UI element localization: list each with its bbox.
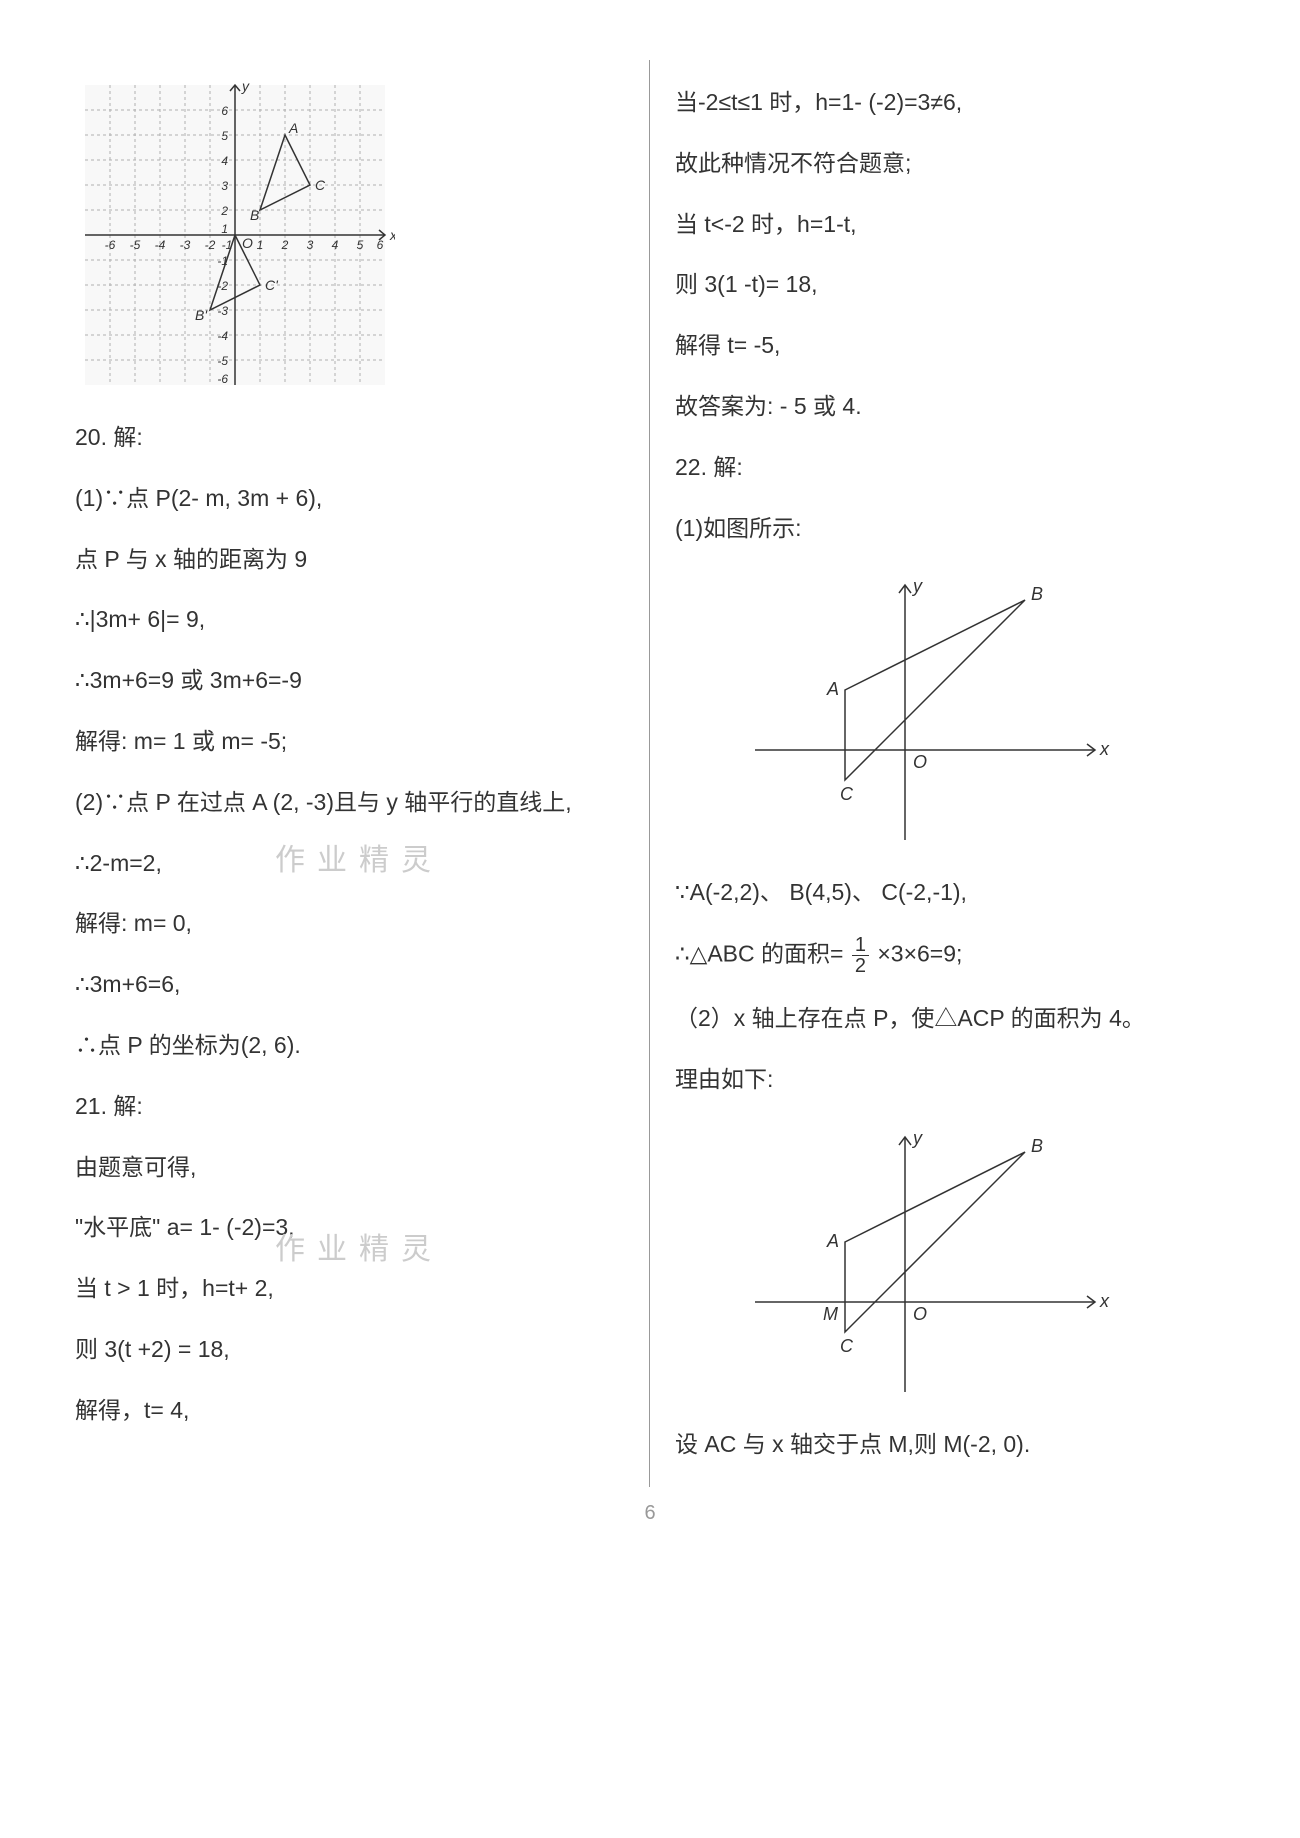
area-prefix: ∴△ABC 的面积= (675, 941, 850, 967)
right-line-b7: (1)如图所示: (675, 510, 1225, 547)
triangle-svg-2: A B C M O x y (735, 1122, 1115, 1402)
right-line-area: ∴△ABC 的面积= 1 2 ×3×6=9; (675, 935, 1225, 976)
page-number: 6 (50, 1502, 1250, 1525)
left-line-9: ∴3m+6=6, (75, 966, 624, 1003)
svg-text:-5: -5 (217, 354, 228, 368)
left-line-13: "水平底" a= 1- (-2)=3, (75, 1209, 624, 1246)
left-column: -6 -5 -4 -3 -2 -1 1 2 3 4 5 6 6 5 4 3 2 (50, 60, 650, 1487)
grid-svg: -6 -5 -4 -3 -2 -1 1 2 3 4 5 6 6 5 4 3 2 (75, 75, 395, 395)
left-line-4: ∴3m+6=9 或 3m+6=-9 (75, 662, 624, 699)
left-line-5: 解得: m= 1 或 m= -5; (75, 723, 624, 760)
fraction-half: 1 2 (852, 935, 869, 976)
origin-label: O (242, 235, 253, 251)
area-suffix: ×3×6=9; (877, 941, 962, 967)
svg-text:4: 4 (221, 154, 228, 168)
left-line-1: (1)∵点 P(2- m, 3m + 6), (75, 480, 624, 517)
figure-triangle-1: A B C O x y (735, 570, 1225, 850)
fig2-label-b: B (1031, 584, 1043, 604)
left-line-2: 点 P 与 x 轴的距离为 9 (75, 541, 624, 578)
left-line-8: 解得: m= 0, (75, 905, 624, 942)
fig2-label-y: y (911, 576, 923, 596)
point-label-c: C (315, 177, 326, 193)
left-line-0: 20. 解: (75, 419, 624, 456)
right-line-b3: 则 3(1 -t)= 18, (675, 266, 1225, 303)
svg-text:2: 2 (220, 204, 228, 218)
point-label-a: A (288, 120, 298, 136)
svg-text:5: 5 (357, 238, 364, 252)
svg-text:-6: -6 (217, 372, 228, 386)
svg-text:6: 6 (377, 238, 384, 252)
left-line-15: 则 3(t +2) = 18, (75, 1331, 624, 1368)
fig3-label-o: O (913, 1304, 927, 1324)
x-axis-label: x (389, 227, 395, 243)
fig2-label-c: C (840, 784, 854, 804)
left-line-16: 解得，t= 4, (75, 1392, 624, 1429)
svg-text:5: 5 (221, 129, 228, 143)
svg-text:-4: -4 (217, 329, 228, 343)
svg-text:6: 6 (221, 104, 228, 118)
point-label-b: B (250, 207, 259, 223)
svg-text:-4: -4 (155, 238, 166, 252)
right-line-b2: 当 t<-2 时，h=1-t, (675, 206, 1225, 243)
right-line-m2: （2）x 轴上存在点 P，使△ACP 的面积为 4。 (675, 1000, 1225, 1037)
y-axis-label: y (241, 78, 250, 94)
fig2-label-o: O (913, 752, 927, 772)
point-label-c-prime: C' (265, 277, 279, 293)
left-line-12: 由题意可得, (75, 1149, 624, 1186)
right-line-b0: 当-2≤t≤1 时，h=1- (-2)=3≠6, (675, 84, 1225, 121)
left-line-11: 21. 解: (75, 1088, 624, 1125)
svg-text:-3: -3 (180, 238, 191, 252)
left-line-7: ∴2-m=2, (75, 845, 624, 882)
right-line-m3: 理由如下: (675, 1061, 1225, 1098)
svg-text:-2: -2 (205, 238, 216, 252)
svg-text:1: 1 (257, 238, 264, 252)
svg-text:3: 3 (307, 238, 314, 252)
svg-text:-5: -5 (130, 238, 141, 252)
right-column: 当-2≤t≤1 时，h=1- (-2)=3≠6, 故此种情况不符合题意; 当 t… (650, 60, 1250, 1487)
fig3-label-b: B (1031, 1136, 1043, 1156)
right-line-b4: 解得 t= -5, (675, 327, 1225, 364)
fig3-label-x: x (1099, 1291, 1110, 1311)
fig2-label-a: A (826, 679, 839, 699)
right-line-b6: 22. 解: (675, 449, 1225, 486)
page-content: -6 -5 -4 -3 -2 -1 1 2 3 4 5 6 6 5 4 3 2 (50, 60, 1250, 1487)
point-label-b-prime: B' (195, 307, 208, 323)
svg-text:2: 2 (281, 238, 289, 252)
fig3-label-c: C (840, 1336, 854, 1356)
right-line-a0: 设 AC 与 x 轴交于点 M,则 M(-2, 0). (675, 1426, 1225, 1463)
fig3-label-y: y (911, 1128, 923, 1148)
left-line-14: 当 t > 1 时，h=t+ 2, (75, 1270, 624, 1307)
left-line-6: (2)∵点 P 在过点 A (2, -3)且与 y 轴平行的直线上, (75, 784, 624, 821)
svg-text:4: 4 (332, 238, 339, 252)
right-line-b1: 故此种情况不符合题意; (675, 145, 1225, 182)
svg-text:3: 3 (221, 179, 228, 193)
figure-coordinate-grid: -6 -5 -4 -3 -2 -1 1 2 3 4 5 6 6 5 4 3 2 (75, 75, 624, 395)
svg-text:1: 1 (221, 222, 228, 236)
right-line-b5: 故答案为: - 5 或 4. (675, 388, 1225, 425)
fig2-label-x: x (1099, 739, 1110, 759)
left-line-3: ∴|3m+ 6|= 9, (75, 601, 624, 638)
fig3-label-a: A (826, 1231, 839, 1251)
frac-den: 2 (852, 956, 869, 976)
figure-triangle-2: A B C M O x y (735, 1122, 1225, 1402)
triangle-svg-1: A B C O x y (735, 570, 1115, 850)
svg-text:-6: -6 (105, 238, 116, 252)
left-line-10: ∴点 P 的坐标为(2, 6). (75, 1027, 624, 1064)
frac-num: 1 (852, 935, 869, 956)
right-line-m0: ∵A(-2,2)、 B(4,5)、 C(-2,-1), (675, 874, 1225, 911)
fig3-label-m: M (823, 1304, 838, 1324)
